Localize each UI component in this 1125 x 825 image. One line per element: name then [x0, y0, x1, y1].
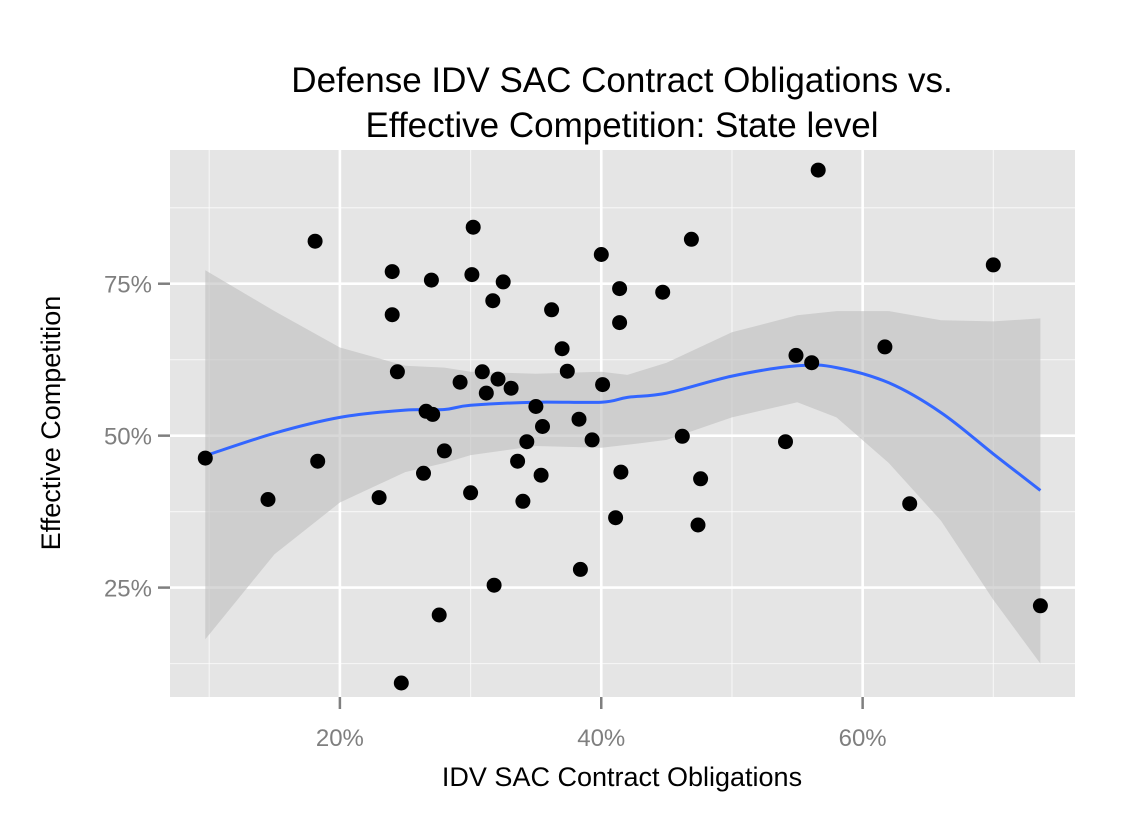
data-point [307, 233, 323, 249]
data-point [693, 471, 709, 487]
x-tick-label: 40% [577, 725, 625, 752]
data-point [690, 517, 706, 533]
x-axis-title: IDV SAC Contract Obligations [442, 762, 802, 792]
y-tick-label: 50% [104, 424, 152, 451]
data-point [528, 399, 544, 414]
data-point [571, 411, 587, 427]
data-point [389, 364, 405, 380]
data-point [510, 453, 526, 469]
data-point [515, 493, 531, 509]
data-point [804, 355, 820, 371]
data-point [612, 315, 628, 331]
smooth-trend-line [204, 363, 1042, 492]
data-point [902, 496, 918, 512]
data-point [485, 293, 501, 309]
data-point [416, 465, 431, 481]
data-point [384, 264, 400, 280]
x-axis-ticks: 20% 40% 60% [316, 697, 887, 752]
data-point [608, 510, 624, 526]
data-point [584, 432, 600, 448]
data-point [683, 231, 699, 247]
y-tick-label: 25% [104, 576, 152, 603]
data-point [595, 377, 611, 393]
data-point [535, 419, 550, 434]
data-point [495, 274, 511, 290]
data-point [612, 281, 628, 297]
data-point [486, 577, 502, 593]
data-point [593, 247, 609, 262]
chart-title-line-1: Defense IDV SAC Contract Obligations vs. [291, 61, 952, 100]
data-point [465, 219, 481, 235]
data-point [810, 162, 826, 178]
data-point [490, 371, 506, 387]
data-point [533, 467, 549, 483]
data-point [452, 374, 468, 390]
data-point [519, 434, 535, 450]
data-point [423, 272, 439, 288]
data-point [425, 406, 441, 422]
data-point [260, 492, 276, 507]
data-point [310, 453, 326, 469]
data-point [393, 675, 409, 691]
data-point [384, 307, 400, 323]
data-point [572, 561, 588, 577]
data-point [613, 464, 629, 480]
y-axis-ticks: 25% 50% 75% [104, 272, 170, 603]
data-point [877, 339, 893, 355]
data-points [197, 162, 1048, 691]
data-point [674, 428, 690, 444]
x-tick-label: 60% [839, 725, 887, 752]
data-point [503, 380, 519, 396]
data-point [463, 485, 479, 501]
y-axis-title: Effective Competition [36, 296, 66, 551]
data-point [559, 363, 575, 379]
x-tick-label: 20% [316, 725, 364, 752]
data-point [985, 257, 1001, 273]
data-point [197, 450, 213, 466]
data-point [464, 267, 480, 283]
data-point [788, 347, 804, 363]
data-point [778, 434, 793, 450]
data-point [554, 341, 570, 357]
confidence-ribbon [205, 270, 1041, 664]
chart-title-line-2: Effective Competition: State level [366, 106, 879, 145]
data-point [436, 443, 452, 459]
data-point [544, 302, 560, 318]
data-point [478, 385, 494, 401]
data-point [655, 284, 671, 300]
data-point [431, 607, 447, 623]
data-point [1032, 598, 1048, 614]
y-tick-label: 75% [104, 272, 152, 299]
data-point [474, 364, 490, 380]
data-point [371, 490, 387, 506]
